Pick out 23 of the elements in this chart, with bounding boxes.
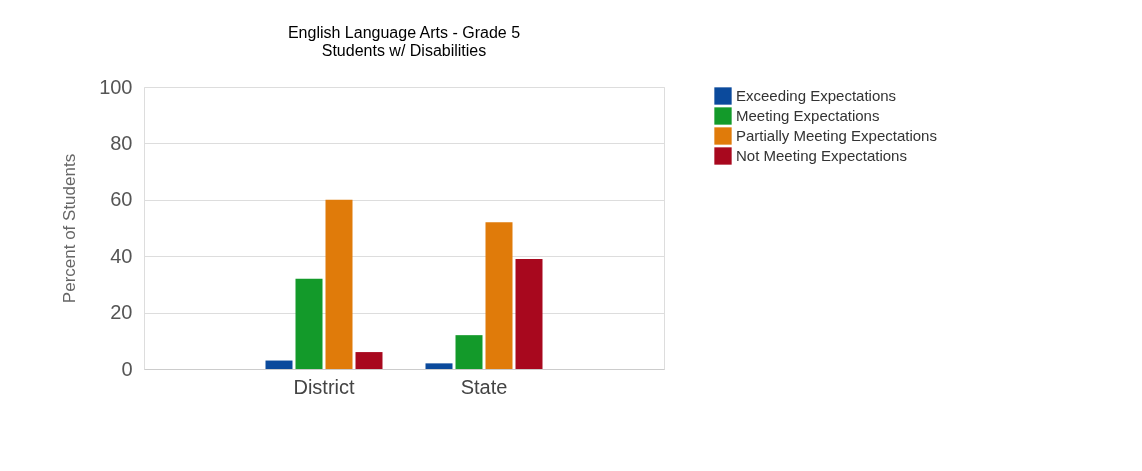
y-tick-label: 80: [110, 131, 133, 154]
bar: [355, 352, 383, 369]
y-tick-label: 100: [99, 75, 133, 98]
x-tick-label: District: [293, 375, 355, 398]
y-axis-title: Percent of Students: [60, 153, 80, 304]
legend-label: Meeting Expectations: [736, 107, 880, 124]
bar: [295, 278, 323, 369]
legend-label: Exceeding Expectations: [736, 87, 897, 104]
bar: [485, 222, 513, 369]
y-tick-label: 0: [121, 357, 133, 380]
chart-title: English Language Arts - Grade 5: [287, 24, 521, 41]
legend-label: Not Meeting Expectations: [736, 147, 907, 164]
y-tick-label: 40: [110, 244, 133, 267]
y-tick-label: 60: [110, 188, 133, 211]
y-tick-label: 20: [110, 301, 133, 324]
bar: [265, 360, 293, 369]
chart-subtitle: Students w/ Disabilities: [321, 42, 487, 59]
bar: [325, 199, 353, 369]
bar: [515, 259, 543, 369]
bar: [455, 335, 483, 369]
legend-label: Partially Meeting Expectations: [736, 127, 937, 144]
x-tick-label: State: [460, 375, 508, 398]
bar: [425, 363, 453, 369]
